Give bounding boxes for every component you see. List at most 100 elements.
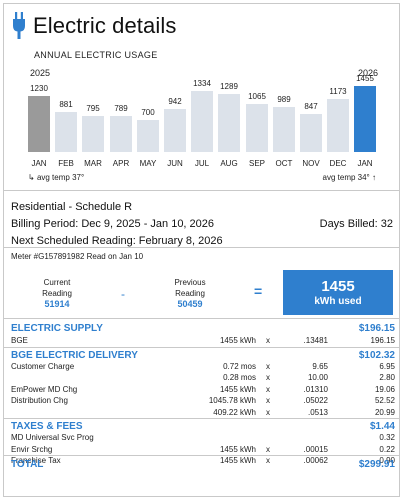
usage-bar-month: JUL <box>194 159 210 168</box>
usage-bar <box>28 96 50 152</box>
line-item-row: Franchise Tax 1455 kWh x .00062 0.90 <box>4 455 399 467</box>
line-item-row: Distribution Chg 1045.78 kWh x .05022 52.52 <box>4 395 399 407</box>
divider <box>4 318 399 319</box>
line-item-x: x <box>266 456 270 465</box>
line-item-rate: 9.65 <box>312 361 328 371</box>
line-item-qty: 0.72 mos <box>223 361 256 371</box>
schedule-block: Residential - Schedule R Billing Period:… <box>11 199 223 250</box>
usage-bar-month: APR <box>112 159 130 168</box>
usage-bar-month: DEC <box>329 159 347 168</box>
line-item-row: EmPower MD Chg 1455 kWh x .01310 19.06 <box>4 384 399 396</box>
line-item-label: Distribution Chg <box>11 396 68 405</box>
billing-period: Billing Period: Dec 9, 2025 - Jan 10, 20… <box>11 218 215 230</box>
previous-reading-label-2: Reading <box>175 289 205 298</box>
line-item-row: 0.28 mos x 10.00 2.80 <box>4 372 399 384</box>
usage-bar-month: MAR <box>84 159 102 168</box>
line-item-amount: 0.22 <box>379 444 395 454</box>
line-item-label: Envir Srchg <box>11 444 53 454</box>
usage-bar-month: FEB <box>58 159 74 168</box>
usage-bar <box>273 107 295 152</box>
line-item-label: EmPower MD Chg <box>11 384 78 394</box>
usage-bar <box>137 120 159 152</box>
line-item-amount: 0.90 <box>379 456 395 465</box>
section-name: ELECTRIC SUPPLY <box>11 323 103 334</box>
line-item-row: Customer Charge 0.72 mos x 9.65 6.95 <box>4 361 399 373</box>
current-reading-label: Current <box>43 278 71 287</box>
previous-reading: Previous Reading 50459 <box>145 277 235 310</box>
avg-temp-left-label: avg temp 37° <box>36 173 85 182</box>
line-item-qty: 1455 kWh <box>219 336 256 345</box>
line-item-amount: 0.32 <box>379 433 395 442</box>
usage-bar-value: 942 <box>168 97 182 106</box>
line-item-x: x <box>266 384 270 394</box>
line-item-amount: 196.15 <box>370 336 395 345</box>
line-item-qty: 1455 kWh <box>219 384 256 394</box>
usage-bar <box>354 86 376 152</box>
header: Electric details <box>12 10 176 42</box>
usage-bar-value: 789 <box>114 104 128 113</box>
line-item-x: x <box>266 361 270 371</box>
line-item-row: MD Universal Svc Prog 0.32 <box>4 432 399 444</box>
line-item-rate: .00015 <box>303 444 328 454</box>
usage-bar-month: AUG <box>220 159 238 168</box>
usage-bar-value: 1334 <box>193 79 211 88</box>
usage-bar <box>327 99 349 152</box>
line-item-x: x <box>266 336 270 345</box>
line-item-row: Envir Srchg 1455 kWh x .00015 0.22 <box>4 444 399 456</box>
arrow-up-left-icon: ↳ <box>28 173 35 182</box>
avg-temp-right: avg temp 34° ↑ <box>323 173 376 182</box>
section-header-taxes: TAXES & FEES $1.44 <box>4 418 399 432</box>
section-amount: $196.15 <box>358 323 395 334</box>
line-item-rate: .13481 <box>303 336 328 345</box>
line-item-rate: 10.00 <box>307 373 328 382</box>
line-item-rate: .01310 <box>303 384 328 394</box>
kwh-used-value: 1455 <box>321 278 355 295</box>
current-reading: Current Reading 51914 <box>12 277 102 310</box>
usage-bar-month: JAN <box>357 159 373 168</box>
year-start-label: 2025 <box>30 68 51 78</box>
line-item-rate: .05022 <box>303 396 328 405</box>
total-label: TOTAL <box>11 459 44 470</box>
usage-bar <box>218 94 240 152</box>
line-items: ELECTRIC SUPPLY $196.15 BGE 1455 kWh x .13481… <box>4 321 399 467</box>
section-header-supply: ELECTRIC SUPPLY $196.15 <box>4 321 399 335</box>
line-item-amount: 52.52 <box>374 396 395 405</box>
line-item-label: Franchise Tax <box>11 456 61 465</box>
divider <box>4 190 399 191</box>
total-row: TOTAL $299.91 <box>4 455 399 472</box>
usage-bar-month: JAN <box>31 159 47 168</box>
usage-bar-chart: 1230 JAN 881 FEB 795 MAR 789 APR 700 MAY 942 JUN 133… <box>4 4 401 194</box>
usage-bar <box>110 116 132 152</box>
page-title: Electric details <box>33 13 177 38</box>
next-reading: Next Scheduled Reading: February 8, 2026 <box>11 235 223 247</box>
arrow-up-right-icon: ↑ <box>372 173 376 182</box>
line-item-qty: 409.22 kWh <box>213 407 256 417</box>
line-item-rate: .0513 <box>307 407 328 417</box>
usage-bar <box>300 114 322 152</box>
line-item-label: Customer Charge <box>11 361 75 371</box>
line-item-x: x <box>266 396 270 405</box>
meter-info: Meter #G157891982 Read on Jan 10 <box>11 252 144 261</box>
line-item-amount: 20.99 <box>374 407 395 417</box>
days-billed: Days Billed: 32 <box>319 218 393 230</box>
total-amount: $299.91 <box>358 459 395 470</box>
usage-bar-month: JUN <box>167 159 183 168</box>
usage-bar-value: 1455 <box>356 74 374 83</box>
line-item-amount: 6.95 <box>379 361 395 371</box>
usage-bar-value: 881 <box>59 100 73 109</box>
usage-bar <box>246 104 268 152</box>
divider <box>4 247 399 248</box>
line-item-qty: 1455 kWh <box>219 444 256 454</box>
kwh-used-badge: 1455 kWh used <box>283 270 393 315</box>
usage-bar-value: 1065 <box>248 92 266 101</box>
usage-bar-value: 700 <box>141 108 155 117</box>
section-header-delivery: BGE ELECTRIC DELIVERY $102.32 <box>4 346 399 361</box>
usage-bar-month: MAY <box>139 159 157 168</box>
section-amount: $1.44 <box>369 421 395 432</box>
line-item-x: x <box>266 407 270 417</box>
avg-temp-right-label: avg temp 34° <box>322 173 370 182</box>
line-item-qty: 1045.78 kWh <box>208 396 256 405</box>
usage-bar-month: SEP <box>248 159 265 168</box>
previous-reading-label: Previous <box>174 278 206 287</box>
section-name: BGE ELECTRIC DELIVERY <box>11 349 138 361</box>
